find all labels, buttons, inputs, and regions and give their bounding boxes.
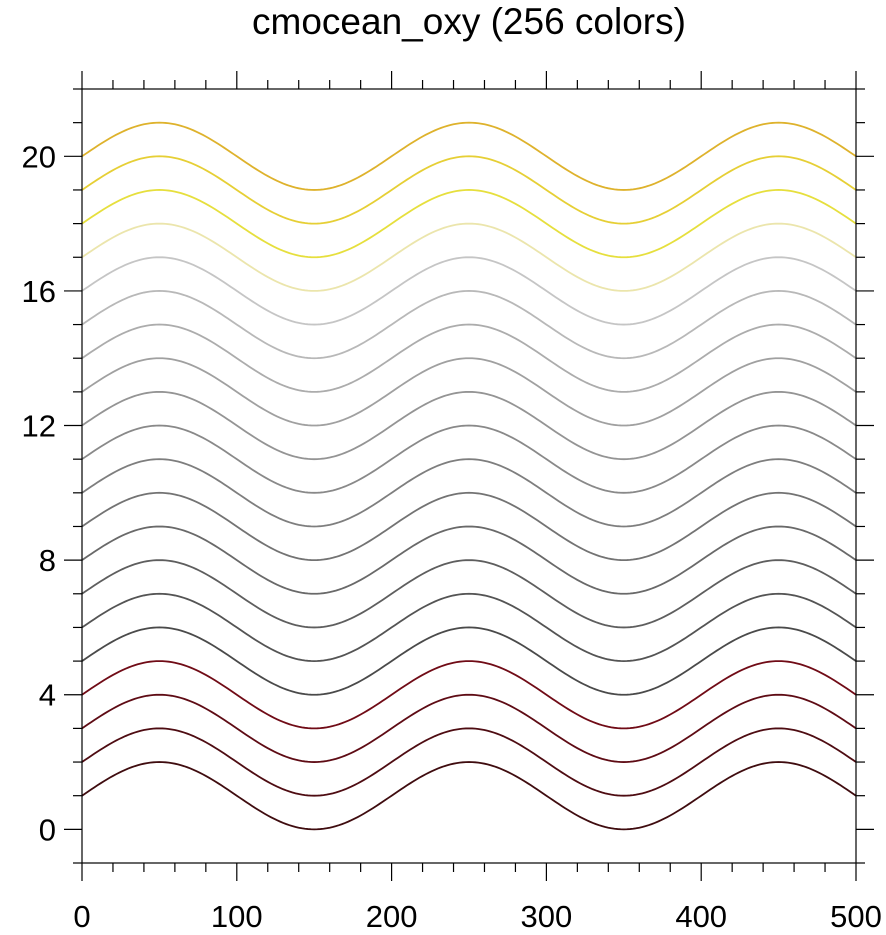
series-line-9	[81, 458, 857, 528]
x-tick-label: 100	[211, 899, 263, 934]
x-tick-label: 400	[675, 899, 727, 934]
y-tick-label: 12	[22, 409, 56, 444]
y-tick-label: 0	[39, 812, 56, 847]
series-line-1	[81, 727, 857, 797]
series-line-10	[81, 424, 857, 494]
series-group	[81, 121, 857, 831]
series-line-8	[81, 491, 857, 562]
plot-frame	[81, 88, 857, 864]
series-line-2	[81, 693, 857, 763]
chart-title: cmocean_oxy (256 colors)	[252, 1, 686, 42]
series-line-6	[81, 559, 857, 629]
y-tick-label: 4	[39, 678, 56, 713]
series-line-18	[81, 155, 857, 225]
x-tick-label: 200	[366, 899, 418, 934]
series-line-0	[81, 761, 857, 831]
ticks-group	[64, 71, 874, 881]
x-tick-label: 500	[830, 899, 882, 934]
series-line-13	[81, 323, 857, 393]
x-tick-label: 0	[73, 899, 90, 934]
x-tick-label: 300	[521, 899, 573, 934]
series-line-11	[81, 390, 857, 461]
series-line-7	[81, 525, 857, 595]
tick-labels-group: 0 100 200 300 400 500 0 4 8 12 16 20	[22, 139, 882, 934]
y-tick-label: 16	[22, 274, 56, 309]
series-line-19	[81, 121, 857, 191]
series-line-15	[81, 256, 857, 326]
y-tick-label: 20	[22, 139, 56, 174]
series-line-17	[81, 189, 857, 259]
y-tick-label: 8	[39, 543, 56, 578]
series-line-14	[81, 290, 857, 360]
series-line-5	[81, 592, 857, 662]
series-line-4	[81, 626, 857, 696]
series-line-16	[81, 222, 857, 292]
series-line-3	[81, 660, 857, 730]
series-line-12	[81, 357, 857, 427]
